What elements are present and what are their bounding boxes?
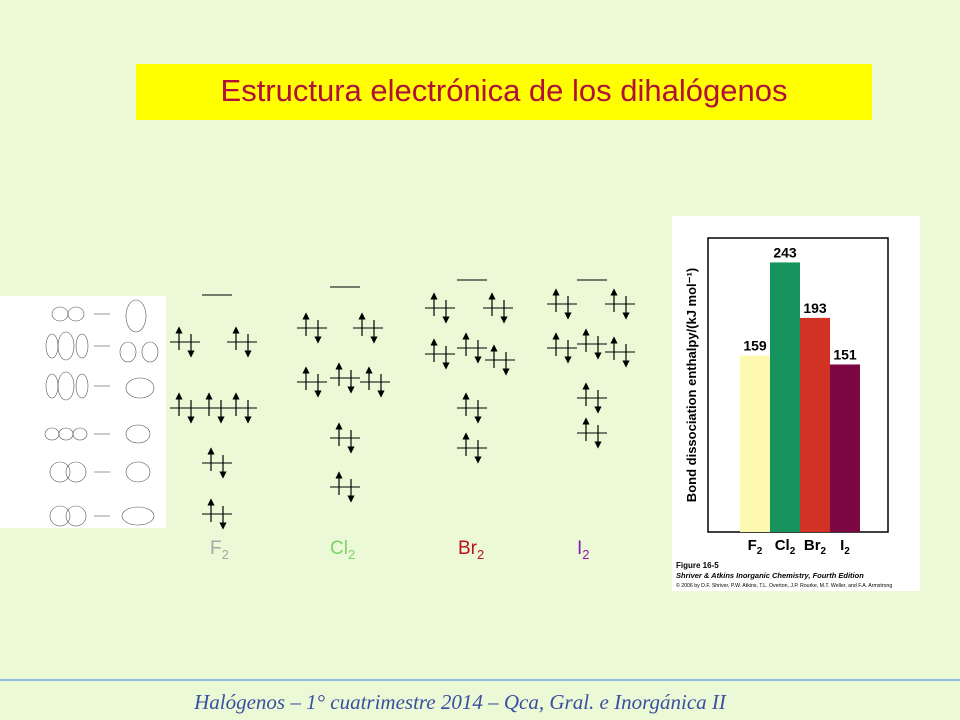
data-label-i2: 151: [833, 346, 857, 362]
tick-label-br2: Br2: [804, 537, 827, 557]
mo-level-paired: [353, 312, 383, 344]
slide-title: Estructura electrónica de los dihalógeno…: [220, 73, 788, 108]
mo-level-paired: [485, 344, 515, 376]
data-label-cl2: 243: [773, 244, 797, 260]
molecule-label-f2: F2: [210, 538, 229, 562]
mo-level-paired: [425, 338, 455, 370]
bar-f2: [740, 355, 770, 532]
mo-level-paired: [360, 366, 390, 398]
bar-br2: [800, 317, 830, 532]
tick-label-f2: F2: [748, 537, 763, 557]
tick-label-cl2: Cl2: [775, 537, 796, 557]
figure-source: Shriver & Atkins Inorganic Chemistry, Fo…: [676, 571, 864, 580]
molecule-label-i2: I2: [577, 538, 590, 562]
mo-level-paired: [577, 328, 607, 360]
slide-footer: Halógenos – 1° cuatrimestre 2014 – Qca, …: [194, 690, 726, 714]
figure-copyright: © 2006 by D.F. Shriver, P.W. Atkins, T.L…: [676, 582, 892, 589]
figure-number: Figure 16-5: [676, 561, 719, 570]
footer-divider: [0, 679, 960, 681]
data-label-br2: 193: [803, 300, 827, 316]
mo-energy-diagram: [170, 279, 635, 530]
mo-level-paired: [547, 288, 577, 320]
mo-level-paired: [605, 336, 635, 368]
data-label-f2: 159: [743, 338, 767, 354]
mo-level-paired: [330, 471, 360, 503]
bar-i2: [830, 364, 860, 532]
mo-level-paired: [297, 312, 327, 344]
mo-level-paired: [605, 288, 635, 320]
mo-level-paired: [457, 392, 487, 424]
mo-level-paired: [202, 447, 232, 479]
mo-level-paired: [577, 417, 607, 449]
molecule-label-cl2: Cl2: [330, 538, 356, 562]
mo-level-paired: [483, 292, 513, 324]
y-axis-label: Bond dissociation enthalpy/(kJ mol⁻¹): [684, 268, 699, 502]
bond-enthalpy-figure: 159 F2 243 Cl2 193 Br2 151 I2 Bond dissociation …: [672, 216, 920, 591]
mo-level-paired: [547, 332, 577, 364]
tick-label-i2: I2: [840, 537, 850, 557]
mo-level-paired: [227, 326, 257, 358]
bond-enthalpy-chart: 159 F2 243 Cl2 193 Br2 151 I2 Bond dissociation …: [676, 237, 892, 589]
mo-level-paired: [330, 362, 360, 394]
mo-level-paired: [457, 332, 487, 364]
mo-level-paired: [200, 392, 230, 424]
molecule-label-br2: Br2: [458, 538, 485, 562]
mo-level-paired: [227, 392, 257, 424]
mo-level-paired: [330, 422, 360, 454]
orbital-shapes-image: [0, 296, 166, 528]
mo-level-paired: [425, 292, 455, 324]
mo-level-paired: [457, 432, 487, 464]
mo-level-paired: [202, 498, 232, 530]
title-banner: Estructura electrónica de los dihalógeno…: [136, 64, 872, 120]
mo-level-paired: [170, 392, 200, 424]
bar-cl2: [770, 262, 800, 532]
mo-level-paired: [297, 366, 327, 398]
mo-level-paired: [577, 382, 607, 414]
mo-level-paired: [170, 326, 200, 358]
